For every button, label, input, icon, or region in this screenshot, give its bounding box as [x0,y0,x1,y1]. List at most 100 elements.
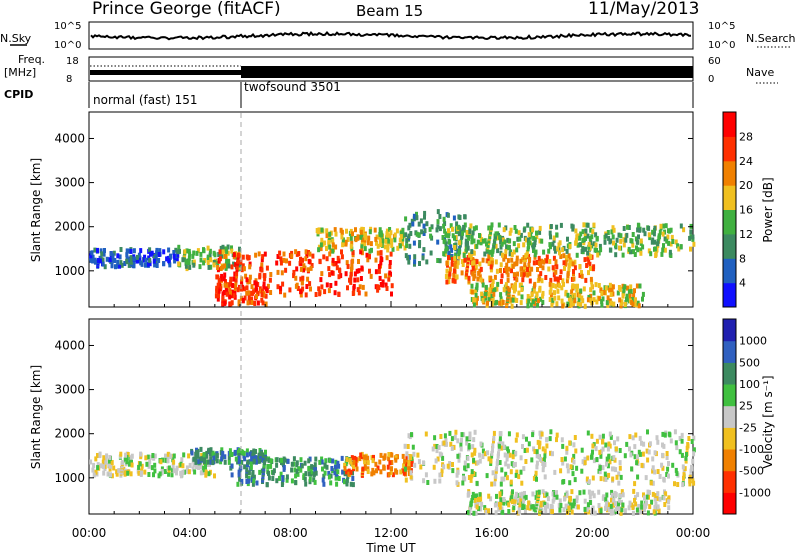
echo-cell-8-260 [590,300,594,306]
echo-cell-2-252 [299,258,303,264]
echo-cell-7-309 [555,232,559,238]
echo-cell-1-49 [226,250,230,256]
echo-cell-5-189 [652,509,656,515]
echo-cell-7-281 [468,229,472,235]
echo-cell-5-271 [493,502,497,508]
echo-cell-7-303 [652,231,656,237]
echo-cell-2-13 [276,269,280,275]
echo-cell-2-144 [385,255,389,261]
echo-cell-5-172 [620,499,623,505]
echo-cell-2-75 [282,257,286,263]
echo-cell-7-399 [599,247,603,253]
echo-cell-0-109 [137,470,141,476]
echo-cell-2-214 [301,286,305,292]
echo-cell-5-239 [627,505,631,511]
velocity-echoes [88,429,696,516]
echo-cell-2-87 [258,469,262,475]
echo-cell-3-63 [390,460,394,465]
echo-cell-5-302 [614,493,617,499]
echo-cell-4-440 [555,437,558,443]
echo-cell-7-296 [502,227,506,233]
echo-cell-0-35 [175,470,178,476]
echo-cell-4-123 [386,238,390,244]
echo-cell-5-212 [620,489,624,495]
echo-cell-7-390 [643,231,647,237]
echo-cell-2-52 [276,254,280,259]
echo-cell-8-258 [612,301,616,307]
echo-cell-1-38 [192,262,196,268]
echo-cell-6-91 [532,260,536,266]
echo-cell-0-66 [148,261,152,267]
echo-cell-2-187 [335,481,339,487]
echo-cell-2-163 [215,274,219,280]
echo-cell-5-263 [639,509,643,515]
echo-cell-4-387 [610,466,614,472]
echo-cell-6-147 [474,264,478,270]
echo-cell-1-77 [225,248,229,254]
echo-cell-8-15 [635,283,639,289]
echo-cell-3-71 [245,290,249,296]
echo-cell-6-153 [491,278,495,284]
echo-cell-2-106 [299,261,303,267]
echo-cell-0-9 [105,256,109,262]
beam-label: Beam 15 [356,2,423,20]
echo-cell-6-232 [513,261,517,267]
echo-cell-2-228 [338,267,341,273]
echo-cell-5-142 [499,497,503,503]
echo-cell-4-343 [591,449,594,455]
echo-cell-2-175 [345,480,349,486]
xtick-label-5: 20:00 [575,526,610,540]
echo-cell-2-189 [318,258,322,264]
echo-cell-2-182 [295,468,299,474]
echo-cell-1-44 [230,245,233,251]
echo-cell-6-161 [528,257,532,262]
echo-cell-0-135 [140,470,143,476]
echo-cell-5-277 [583,506,587,512]
echo-cell-0-52 [127,257,131,263]
echo-cell-5-185 [475,504,479,510]
echo-cell-4-279 [535,449,539,455]
echo-cell-6-96 [578,264,582,269]
echo-cell-1-118 [260,450,263,456]
echo-cell-2-141 [337,291,341,297]
echo-cell-8-182 [532,288,536,294]
echo-cell-4-294 [507,449,510,455]
echo-cell-7-383 [533,240,537,245]
echo-cell-3-67 [216,282,220,288]
echo-cell-6-50 [565,278,569,284]
echo-cell-2-200 [243,286,246,292]
echo-cell-7-156 [522,227,526,233]
echo-cell-2-167 [343,479,346,485]
echo-cell-4-445 [545,437,549,443]
echo-cell-8-127 [533,281,537,287]
echo-cell-0-133 [130,462,134,468]
echo-cell-3-67 [388,460,392,466]
echo-cell-2-24 [344,271,348,277]
echo-cell-4-323 [512,462,516,468]
echo-cell-4-184 [601,433,605,439]
echo-cell-6-177 [584,277,588,283]
echo-cell-4-233 [606,463,610,469]
echo-cell-3-70 [221,296,225,302]
echo-cell-2-137 [304,481,308,487]
echo-cell-8-261 [630,300,634,306]
echo-cell-7-286 [529,226,533,232]
echo-cell-5-111 [617,497,621,503]
echo-cell-4-428 [635,460,639,466]
echo-cell-0-60 [103,463,107,469]
echo-cell-7-54 [496,248,500,254]
echo-cell-5-113 [642,492,645,498]
echo-cell-5-17 [438,226,442,232]
echo-cell-5-207 [552,496,556,502]
echo-cell-7-79 [647,248,651,254]
echo-cell-6-139 [499,278,503,284]
echo-cell-6-69 [469,256,473,262]
echo-cell-6-123 [583,257,587,263]
echo-cell-2-156 [278,250,282,256]
echo-cell-8-263 [473,297,477,303]
cpid-segment-2: twofsound 3501 [244,80,341,94]
echo-cell-2-133 [327,266,331,272]
echo-cell-2-115 [271,476,275,481]
echo-cell-6-178 [455,263,459,269]
echo-cell-4-209 [525,447,529,453]
